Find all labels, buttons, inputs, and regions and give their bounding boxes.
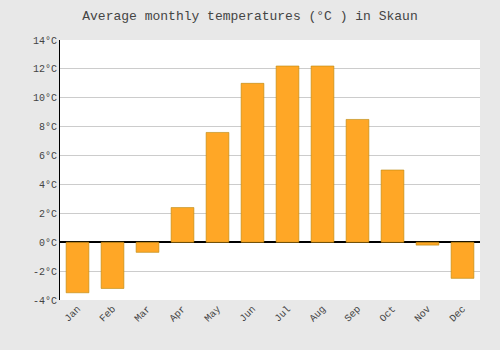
svg-text:Average monthly temperatures (: Average monthly temperatures (°C ) in Sk…	[82, 9, 417, 24]
svg-text:Feb: Feb	[98, 304, 119, 325]
svg-text:10°C: 10°C	[33, 93, 57, 104]
svg-text:Jul: Jul	[273, 304, 294, 325]
svg-text:2°C: 2°C	[39, 209, 57, 220]
svg-text:Jan: Jan	[63, 304, 84, 325]
svg-text:Sep: Sep	[343, 304, 364, 325]
svg-text:Apr: Apr	[168, 304, 189, 325]
svg-text:Nov: Nov	[413, 304, 434, 325]
svg-text:-2°C: -2°C	[33, 267, 57, 278]
svg-text:Mar: Mar	[133, 304, 154, 325]
svg-text:May: May	[203, 304, 224, 325]
svg-text:Dec: Dec	[448, 304, 469, 325]
svg-text:Jun: Jun	[238, 304, 259, 325]
svg-text:0°C: 0°C	[39, 238, 57, 249]
svg-text:4°C: 4°C	[39, 180, 57, 191]
svg-text:6°C: 6°C	[39, 151, 57, 162]
svg-text:Oct: Oct	[378, 304, 399, 325]
svg-text:14°C: 14°C	[33, 36, 57, 47]
svg-text:-4°C: -4°C	[33, 296, 57, 307]
svg-text:8°C: 8°C	[39, 122, 57, 133]
svg-text:12°C: 12°C	[33, 64, 57, 75]
svg-text:Aug: Aug	[308, 304, 329, 325]
